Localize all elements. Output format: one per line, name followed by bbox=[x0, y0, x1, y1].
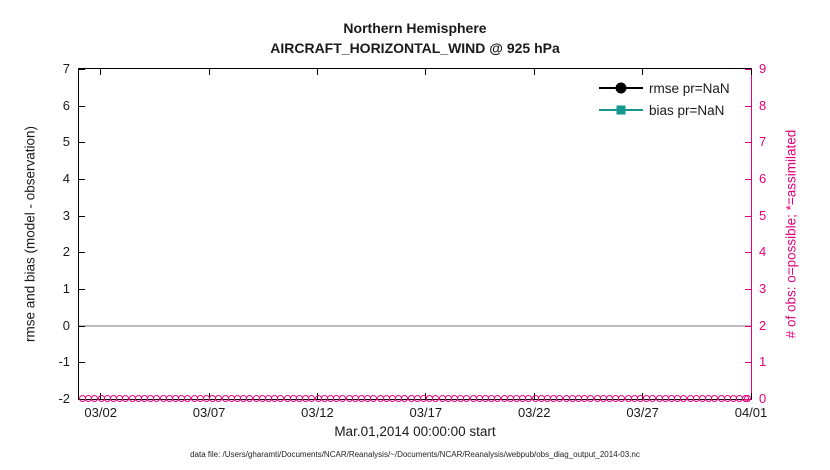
y-right-tick-label: 6 bbox=[759, 171, 767, 186]
y-left-tick-label: 2 bbox=[62, 244, 70, 260]
x-top-tick-mark bbox=[425, 69, 427, 75]
x-axis-label: Mar.01,2014 00:00:00 start bbox=[334, 424, 496, 439]
y-right-tick-mark bbox=[745, 179, 751, 180]
x-top-tick-mark bbox=[750, 69, 752, 75]
y-left-tick-label: -2 bbox=[58, 391, 70, 406]
x-tick-label: 04/01 bbox=[734, 405, 768, 420]
x-top-tick-mark bbox=[316, 69, 318, 75]
legend: rmse pr=NaN bias pr=NaN bbox=[599, 77, 749, 121]
y-left-tick-mark bbox=[79, 215, 85, 217]
x-tick-label: 03/07 bbox=[192, 405, 226, 420]
y-left-tick-mark bbox=[79, 179, 85, 180]
y-right-tick-label: 9 bbox=[759, 61, 767, 76]
legend-square-marker-icon bbox=[616, 105, 626, 115]
y-right-tick-mark bbox=[745, 215, 751, 217]
title-line2: AIRCRAFT_HORIZONTAL_WIND @ 925 hPa bbox=[270, 40, 560, 56]
y-left-tick-label: 4 bbox=[62, 171, 70, 186]
y-left-tick-label: 6 bbox=[62, 97, 70, 113]
y-right-tick-label: 4 bbox=[759, 244, 767, 260]
y-left-tick-mark bbox=[79, 362, 85, 364]
y-right-tick-label: 0 bbox=[759, 391, 767, 406]
y-axis-label-left: rmse and bias (model - observation) bbox=[22, 125, 38, 343]
title-line1: Northern Hemisphere bbox=[343, 20, 487, 36]
y-left-tick-label: 7 bbox=[62, 61, 70, 76]
y-left-tick-label: 5 bbox=[62, 134, 70, 150]
y-right-tick-mark bbox=[745, 69, 751, 70]
y-left-tick-mark bbox=[79, 69, 85, 70]
legend-entry: rmse pr=NaN bbox=[599, 77, 749, 99]
x-top-tick-mark bbox=[100, 69, 102, 75]
y-axis-label-right: # of obs: o=possible; *=assimilated bbox=[783, 129, 799, 339]
data-file-footnote: data file: /Users/gharamti/Documents/NCA… bbox=[190, 450, 640, 459]
legend-circle-marker-icon bbox=[615, 82, 627, 94]
chart-title: Northern Hemisphere AIRCRAFT_HORIZONTAL_… bbox=[0, 18, 830, 58]
y-left-tick-mark bbox=[79, 252, 85, 254]
x-tick-label: 03/22 bbox=[517, 405, 551, 420]
y-right-tick-label: 1 bbox=[759, 354, 767, 370]
x-top-tick-mark bbox=[533, 69, 535, 75]
x-tick-label: 03/27 bbox=[626, 405, 659, 420]
x-top-tick-mark bbox=[208, 69, 210, 75]
plot-area: rmse pr=NaN bias pr=NaN bbox=[78, 68, 752, 402]
y-right-tick-label: 5 bbox=[759, 207, 767, 223]
legend-entry: bias pr=NaN bbox=[599, 99, 749, 121]
y-left-tick-label: 0 bbox=[62, 317, 70, 333]
y-left-tick-mark bbox=[79, 325, 85, 327]
y-right-tick-mark bbox=[745, 252, 751, 254]
possible-obs-marker bbox=[744, 394, 751, 402]
y-left-tick-label: 3 bbox=[62, 207, 70, 223]
legend-line-sample bbox=[599, 82, 643, 94]
y-right-tick-mark bbox=[745, 289, 751, 290]
y-left-tick-label: 1 bbox=[62, 281, 70, 296]
legend-label: bias pr=NaN bbox=[649, 102, 725, 118]
y-right-tick-label: 7 bbox=[759, 134, 767, 150]
legend-line-sample bbox=[599, 105, 643, 115]
x-top-tick-mark bbox=[642, 69, 644, 75]
y-right-tick-mark bbox=[745, 142, 751, 144]
x-tick-label: 03/17 bbox=[409, 405, 443, 420]
legend-label: rmse pr=NaN bbox=[649, 80, 730, 96]
y-right-tick-mark bbox=[745, 325, 751, 327]
y-right-tick-mark bbox=[745, 105, 751, 107]
y-left-tick-mark bbox=[79, 105, 85, 107]
x-tick-label: 03/02 bbox=[84, 405, 117, 420]
y-left-tick-label: -1 bbox=[58, 354, 70, 370]
y-right-tick-label: 3 bbox=[759, 281, 767, 296]
y-left-tick-mark bbox=[79, 289, 85, 290]
y-right-tick-mark bbox=[745, 362, 751, 364]
x-tick-label: 03/12 bbox=[301, 405, 334, 420]
y-left-tick-mark bbox=[79, 142, 85, 144]
y-right-tick-label: 8 bbox=[759, 97, 767, 113]
x-bottom-tick-mark bbox=[750, 393, 752, 399]
y-right-tick-label: 2 bbox=[759, 317, 767, 333]
zero-reference-line bbox=[79, 324, 751, 327]
